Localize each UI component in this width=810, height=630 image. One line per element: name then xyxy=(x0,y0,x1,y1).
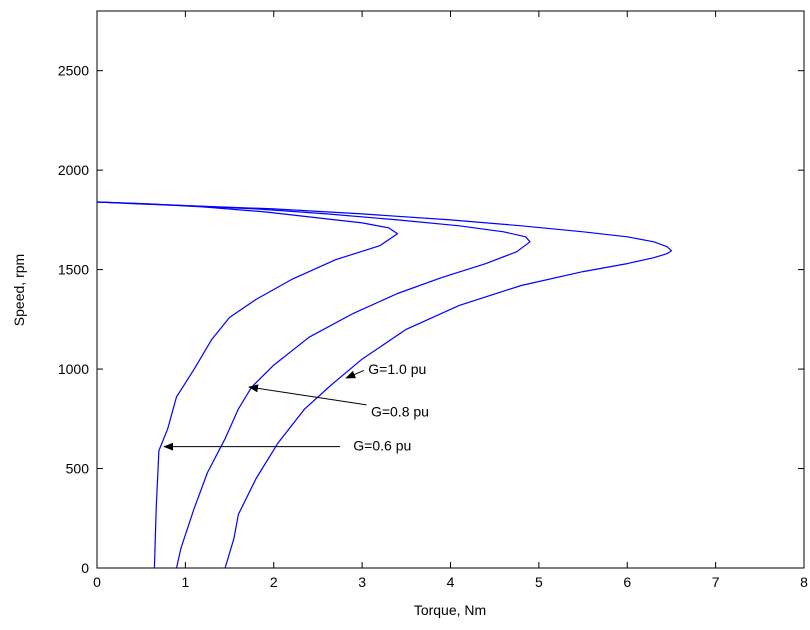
x-tick-label: 1 xyxy=(181,574,189,590)
y-axis-label: Speed, rpm xyxy=(11,254,27,326)
x-tick-label: 0 xyxy=(93,574,101,590)
annotation-arrow xyxy=(248,384,367,406)
annotations-group: G=1.0 pu G=0.8 pu G=0.6 pu xyxy=(163,361,429,453)
x-axis: 0 1 2 3 4 5 6 7 8 xyxy=(93,11,808,590)
y-tick-label: 1500 xyxy=(58,262,89,278)
x-tick-label: 3 xyxy=(358,574,366,590)
annotation-label: G=1.0 pu xyxy=(368,361,426,377)
annotation-arrow xyxy=(345,370,365,379)
x-tick-label: 4 xyxy=(447,574,455,590)
y-axis: 0 500 1000 1500 2000 2500 xyxy=(58,63,804,576)
annotation-label: G=0.8 pu xyxy=(371,404,429,420)
x-tick-label: 5 xyxy=(535,574,543,590)
x-tick-label: 7 xyxy=(712,574,720,590)
series-group xyxy=(96,201,672,569)
y-tick-label: 1000 xyxy=(58,361,89,377)
series-line xyxy=(96,201,672,569)
y-tick-label: 0 xyxy=(81,560,89,576)
y-tick-label: 2500 xyxy=(58,63,89,79)
x-tick-label: 6 xyxy=(623,574,631,590)
annotation-label: G=0.6 pu xyxy=(353,437,411,453)
y-tick-label: 2000 xyxy=(58,162,89,178)
series-line xyxy=(96,201,531,569)
x-axis-label: Torque, Nm xyxy=(414,602,486,618)
y-tick-label: 500 xyxy=(66,461,90,477)
plot-area xyxy=(96,10,805,569)
x-tick-label: 8 xyxy=(800,574,808,590)
x-tick-label: 2 xyxy=(270,574,278,590)
series-line xyxy=(96,201,399,569)
